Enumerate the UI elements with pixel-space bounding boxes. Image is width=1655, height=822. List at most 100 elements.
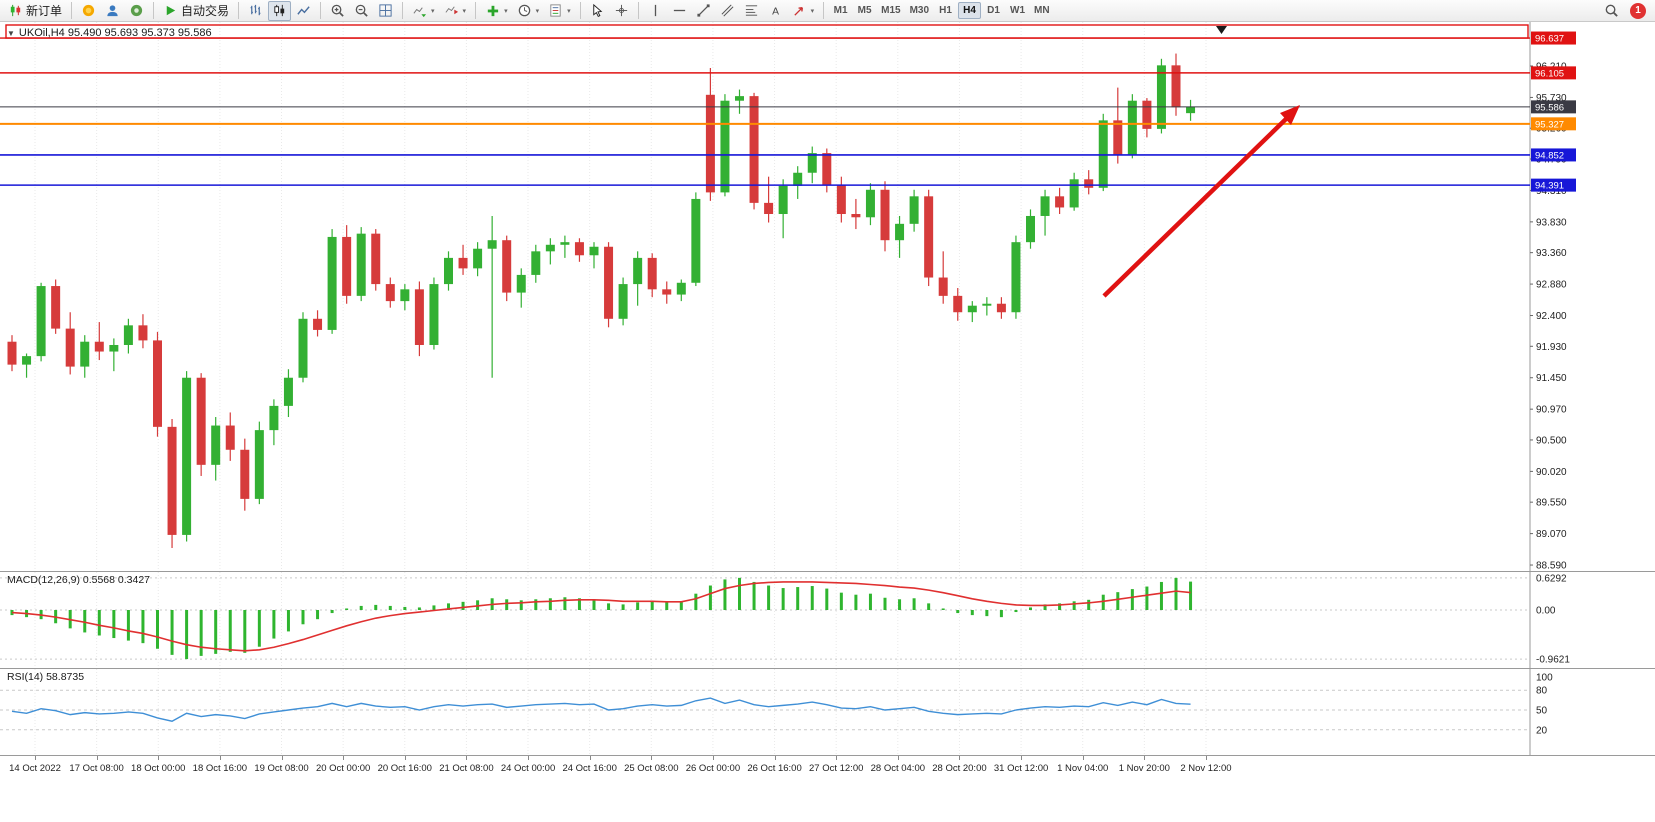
time-tick — [774, 756, 776, 760]
periods-button[interactable]: ▾ — [513, 1, 544, 21]
line-chart-button[interactable] — [292, 1, 315, 21]
play-green-icon — [163, 3, 178, 18]
dropdown-arrow-icon[interactable]: ▾ — [535, 7, 540, 15]
timeframe-d1-button[interactable]: D1 — [987, 5, 1000, 16]
mq-gold-icon — [81, 3, 96, 18]
time-label: 18 Oct 00:00 — [131, 763, 186, 774]
candle-chart-icon — [272, 3, 287, 18]
toolbar-separator — [71, 2, 73, 19]
time-tick — [158, 756, 160, 760]
candle-chart-button[interactable] — [268, 0, 292, 21]
svg-text:96.637: 96.637 — [1535, 34, 1564, 45]
autotrading-button[interactable]: 自动交易 — [159, 1, 233, 21]
svg-text:89.070: 89.070 — [1536, 529, 1567, 540]
svg-text:91.930: 91.930 — [1536, 342, 1567, 353]
tile-windows-button[interactable] — [374, 1, 397, 21]
rsi-axis[interactable]: 100 80 50 20 — [1536, 673, 1553, 737]
time-tick — [1082, 756, 1084, 760]
autotrading-button-label: 自动交易 — [181, 4, 230, 18]
text-label-button[interactable]: A — [764, 1, 787, 21]
chart-marker-icon[interactable] — [1216, 26, 1227, 34]
channel-button[interactable] — [716, 1, 739, 21]
mql5-button[interactable] — [125, 1, 148, 21]
svg-text:90.500: 90.500 — [1536, 435, 1567, 446]
vertical-line-button[interactable] — [644, 1, 667, 21]
price-axis[interactable]: 96.21095.73095.26094.79094.31093.83093.3… — [1530, 62, 1567, 572]
zoom-in-button[interactable] — [326, 1, 349, 21]
bar-chart-button[interactable] — [244, 1, 267, 21]
time-axis[interactable]: 14 Oct 2022 17 Oct 08:00 18 Oct 00:00 18 Oc… — [0, 755, 1655, 781]
time-label: 20 Oct 00:00 — [315, 763, 371, 774]
toolbar-separator — [320, 2, 322, 19]
trendline-button[interactable] — [692, 1, 715, 21]
svg-text:-0.9621: -0.9621 — [1536, 655, 1570, 666]
indicators-button[interactable]: ▾ — [481, 1, 512, 21]
time-label: 28 Oct 04:00 — [870, 763, 926, 774]
search-button[interactable] — [1600, 1, 1623, 21]
dropdown-arrow-icon[interactable]: ▾ — [810, 7, 815, 15]
toolbar-separator — [475, 2, 477, 19]
rsi-panel[interactable]: 100 80 50 20 — [0, 668, 1655, 755]
timeframe-h4-button[interactable]: H4 — [958, 2, 982, 19]
svg-text:88.590: 88.590 — [1536, 561, 1567, 571]
svg-text:80: 80 — [1536, 686, 1548, 697]
time-label: 2 Nov 12:00 — [1180, 763, 1232, 774]
time-tick — [1144, 756, 1146, 760]
zoom-out-button[interactable] — [350, 1, 373, 21]
svg-text:92.880: 92.880 — [1536, 280, 1567, 291]
autoscroll-button[interactable]: ▾ — [408, 1, 439, 21]
text-icon: A — [768, 3, 783, 18]
dropdown-arrow-icon[interactable]: ▾ — [504, 7, 508, 15]
chart-shift-button[interactable]: ▾ — [440, 1, 471, 21]
price-tag-94.391: 94.391 — [1531, 178, 1576, 192]
svg-text:20: 20 — [1536, 725, 1548, 736]
chart-shift-icon — [444, 3, 459, 18]
fibo-icon — [744, 3, 759, 18]
time-tick — [836, 756, 838, 760]
timeframe-mn-button[interactable]: MN — [1034, 5, 1050, 16]
bar-chart-icon — [248, 3, 263, 18]
timeframe-w1-button[interactable]: W1 — [1010, 5, 1026, 16]
time-tick — [219, 756, 221, 760]
macd-panel[interactable]: 0.6292 0.00 -0.9621 — [0, 571, 1655, 668]
price-chart[interactable]: 96.21095.73095.26094.79094.31093.83093.3… — [0, 22, 1655, 571]
time-label: 14 Oct 2022 — [9, 763, 61, 774]
fibonacci-button[interactable] — [740, 1, 763, 21]
macd-axis[interactable]: 0.6292 0.00 -0.9621 — [1536, 573, 1570, 665]
time-tick — [35, 756, 36, 760]
dropdown-arrow-icon[interactable]: ▾ — [567, 7, 571, 15]
time-label: 27 Oct 12:00 — [808, 763, 864, 774]
plus-green-icon — [485, 3, 500, 18]
time-tick — [589, 756, 591, 760]
metaquotes-button[interactable] — [77, 1, 100, 21]
time-label: 1 Nov 20:00 — [1118, 763, 1170, 774]
zoom-in-icon — [330, 3, 345, 18]
time-label: 28 Oct 20:00 — [932, 763, 987, 774]
svg-text:89.550: 89.550 — [1536, 498, 1567, 509]
chart-dropdown-icon[interactable]: ▼ — [7, 28, 15, 38]
timeframe-m5-button[interactable]: M5 — [857, 5, 872, 16]
new-order-button[interactable]: 新订单 — [4, 1, 66, 21]
time-tick — [404, 756, 406, 760]
timeframe-h1-button[interactable]: H1 — [939, 5, 952, 16]
toolbar-separator — [823, 2, 825, 19]
timeframe-m1-button[interactable]: M1 — [833, 5, 848, 16]
notification-badge[interactable]: 1 — [1630, 2, 1646, 19]
macd-signal-line — [11, 581, 1191, 652]
arrows-tool-button[interactable]: ▾ — [788, 1, 819, 21]
horizontal-line-button[interactable] — [668, 1, 691, 21]
dropdown-arrow-icon[interactable]: ▾ — [462, 7, 467, 15]
svg-text:96.105: 96.105 — [1535, 68, 1564, 79]
toolbar-separator — [637, 2, 639, 19]
cursor-button[interactable] — [586, 1, 609, 21]
mql5-green-icon — [129, 3, 144, 18]
templates-button[interactable]: ▾ — [544, 1, 575, 21]
timeframe-m15-button[interactable]: M15 — [881, 5, 901, 16]
trend-arrow[interactable] — [1102, 105, 1300, 298]
red-rectangle-object[interactable] — [5, 24, 1529, 39]
timeframe-m30-button[interactable]: M30 — [909, 5, 930, 16]
community-button[interactable] — [101, 1, 124, 21]
crosshair-button[interactable] — [610, 1, 633, 21]
dropdown-arrow-icon[interactable]: ▾ — [431, 7, 435, 15]
time-label: 17 Oct 08:00 — [69, 763, 124, 774]
